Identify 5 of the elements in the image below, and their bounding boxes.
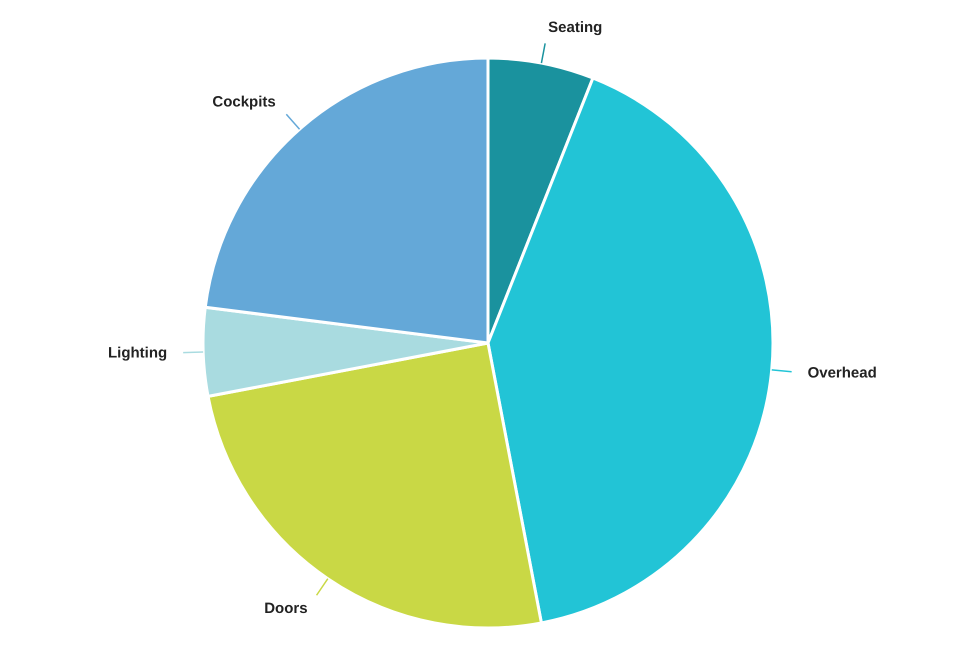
slice-label: Doors	[264, 600, 308, 617]
slice-label: Overhead	[808, 364, 877, 382]
slice-label: Lighting	[108, 344, 168, 362]
slice-label: Seating	[548, 19, 602, 36]
slice-label: Cockpits	[212, 94, 276, 111]
